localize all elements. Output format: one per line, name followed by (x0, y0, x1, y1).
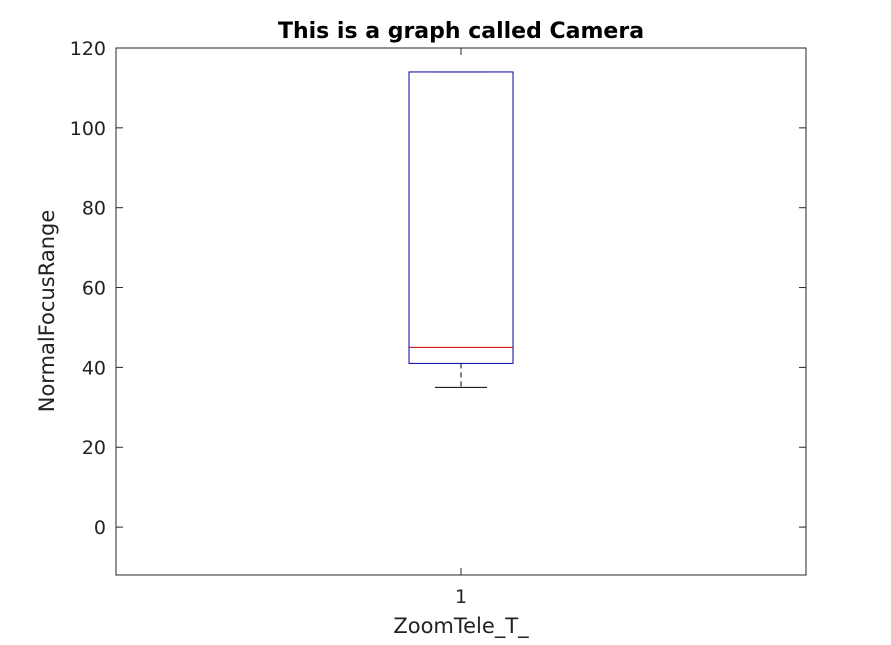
y-tick-label: 40 (82, 357, 106, 379)
interquartile-box (408, 71, 514, 364)
y-tick-label: 120 (70, 38, 106, 60)
x-axis-label: ZoomTele_T_ (393, 614, 529, 639)
y-axis-label: NormalFocusRange (35, 210, 59, 413)
chart-title: This is a graph called Camera (278, 19, 644, 44)
box-plot-series (408, 71, 514, 388)
y-tick-label: 0 (94, 517, 106, 539)
y-tick-label: 100 (70, 118, 106, 140)
plot-area-frame (115, 47, 807, 576)
y-tick-label: 20 (82, 437, 106, 459)
x-tick-label: 1 (455, 586, 467, 608)
y-tick-label: 60 (82, 278, 106, 300)
x-axis-ticks: 1 (455, 48, 467, 608)
y-axis-ticks: 0 20 40 60 80 100 120 (70, 38, 806, 539)
y-tick-label: 80 (82, 198, 106, 220)
